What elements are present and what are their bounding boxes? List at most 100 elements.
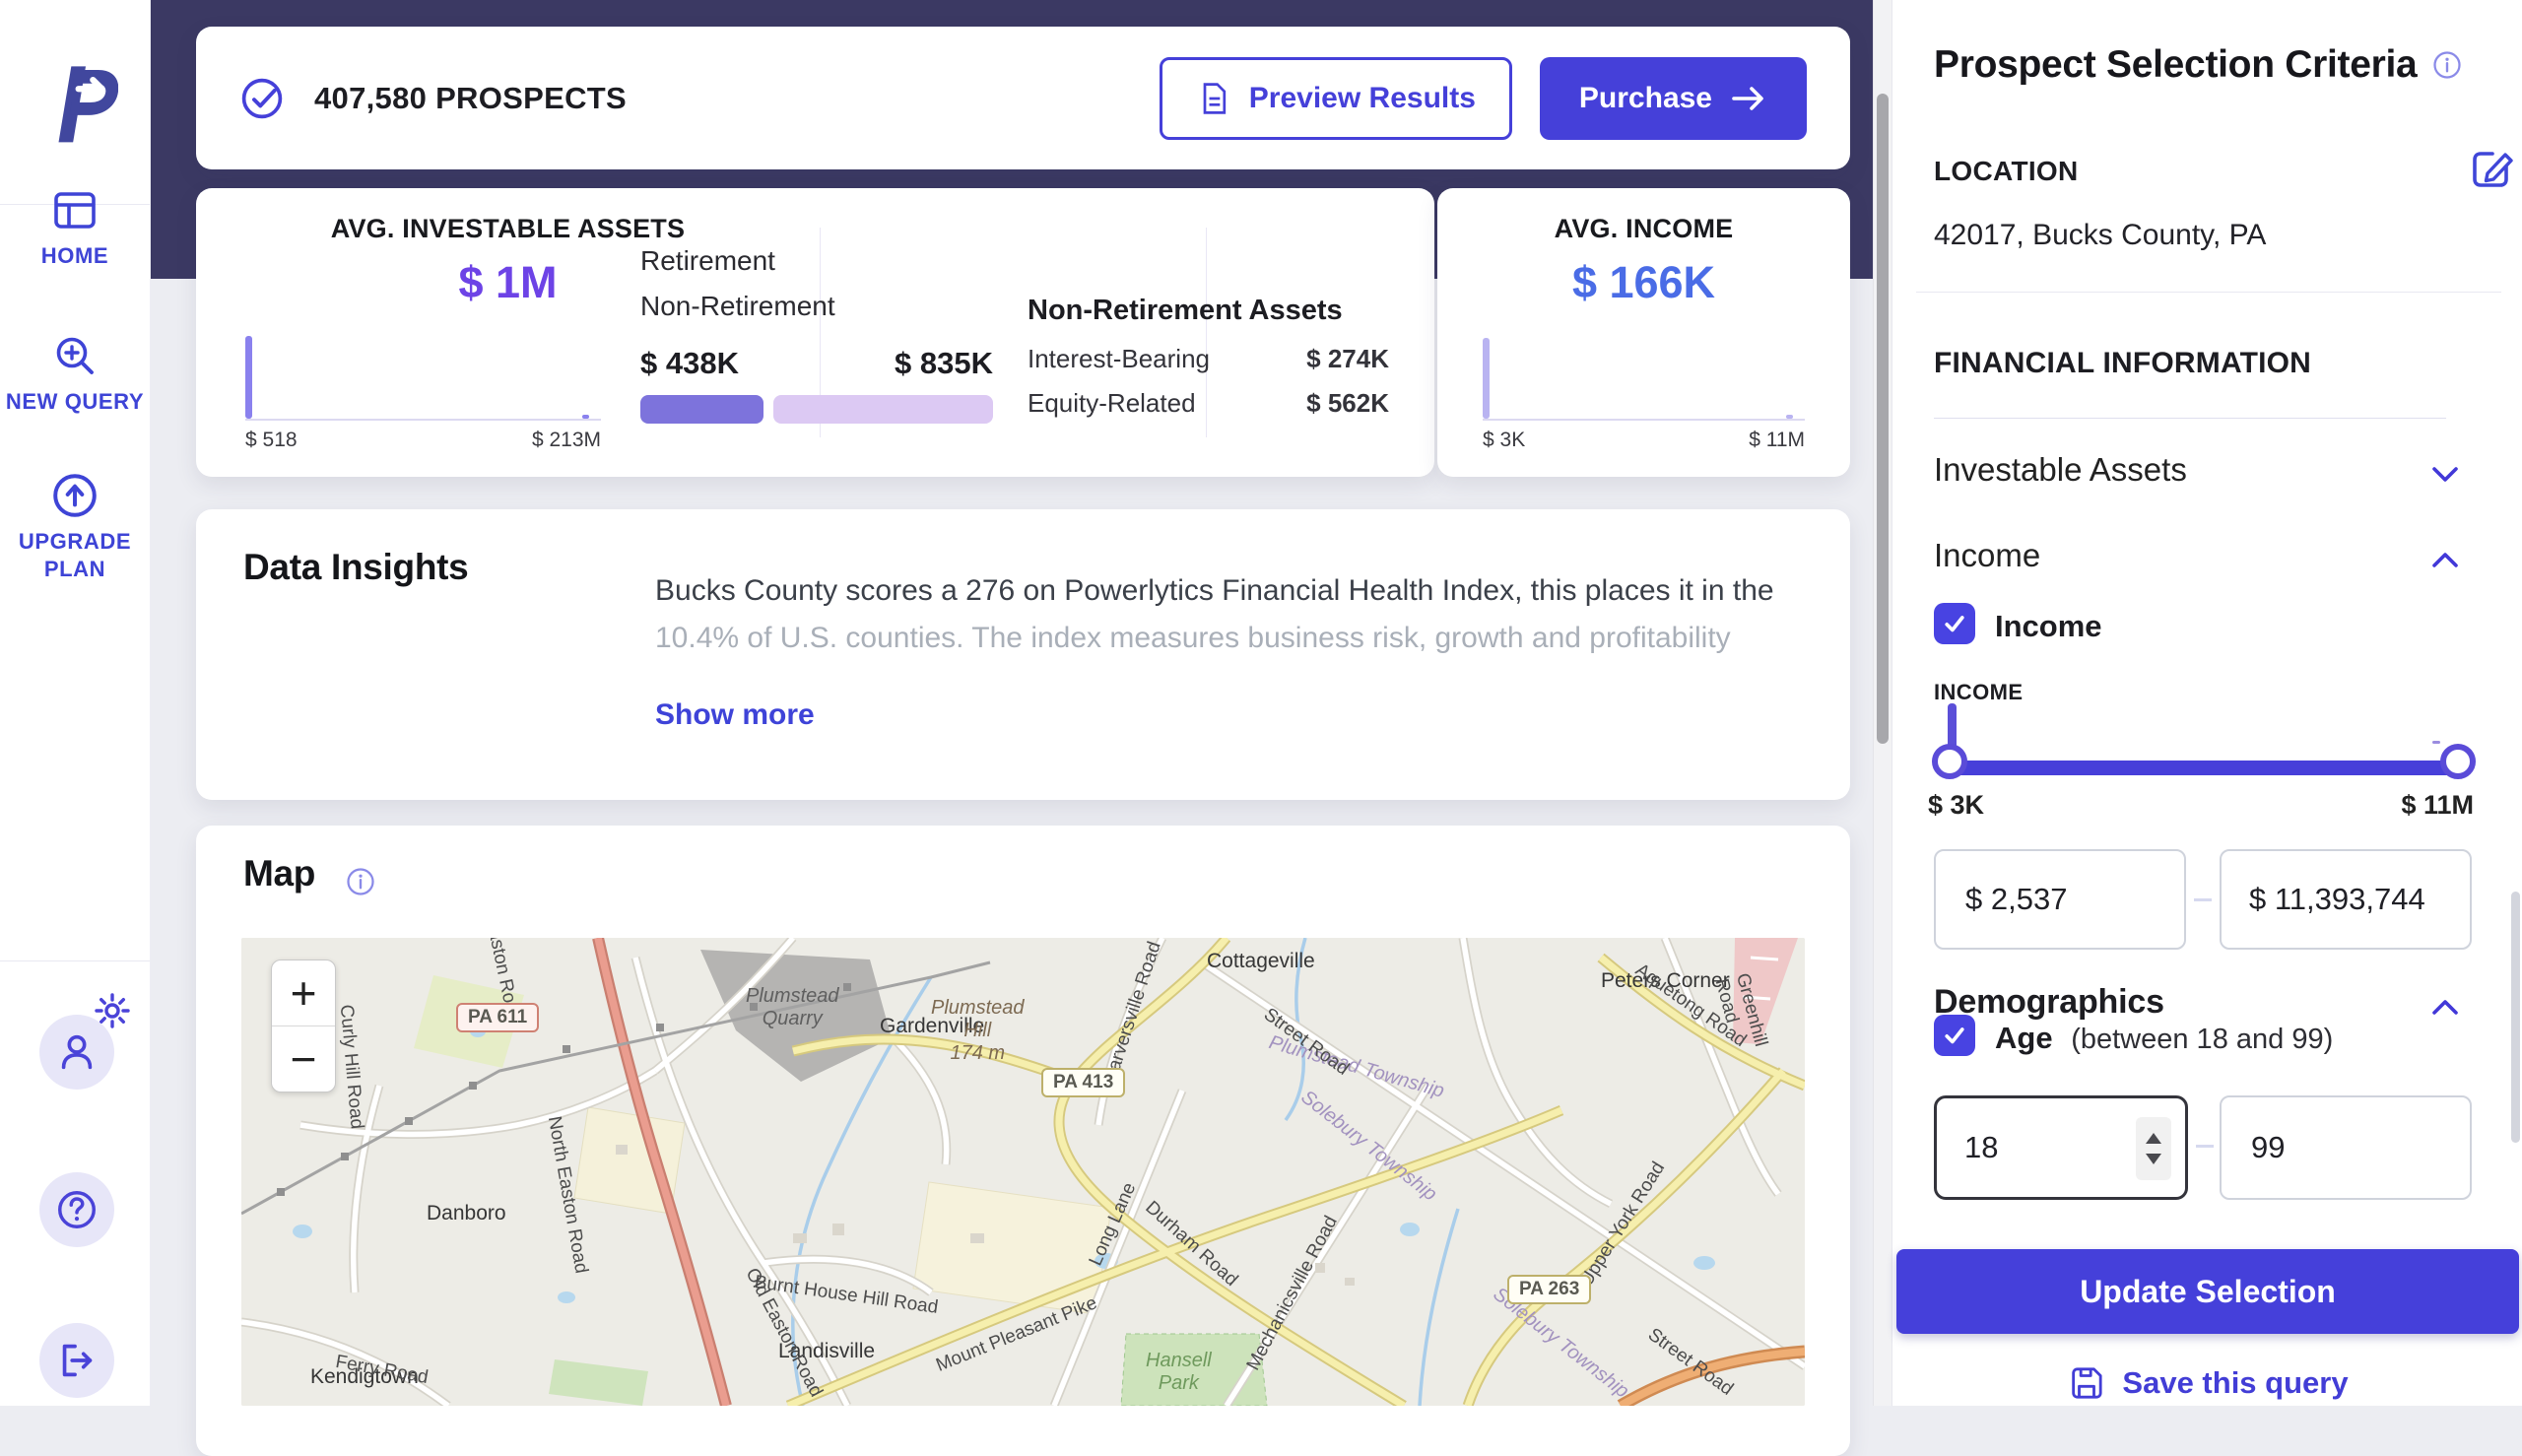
map-canvas[interactable]: Cottageville Peters Corner Gardenville D… xyxy=(241,938,1805,1406)
nonretirement-label: Non-Retirement xyxy=(640,291,835,321)
sidebar-item-label: HOME xyxy=(40,243,109,268)
settings-gear-icon[interactable] xyxy=(93,991,132,1030)
income-max-inputbox xyxy=(2220,849,2472,950)
age-stepper[interactable] xyxy=(2136,1117,2171,1180)
divider xyxy=(1916,292,2501,293)
check-icon xyxy=(1945,616,1964,632)
range-min: $ 3K xyxy=(1483,429,1526,451)
profile-avatar[interactable] xyxy=(39,1015,114,1090)
save-query-label: Save this query xyxy=(2122,1365,2349,1400)
info-icon[interactable] xyxy=(2432,50,2462,80)
save-query-button[interactable]: Save this query xyxy=(1892,1363,2522,1403)
chevron-up-icon[interactable] xyxy=(2430,997,2460,1017)
logout-button[interactable] xyxy=(39,1323,114,1398)
map-label-poi: Hansell Park xyxy=(1146,1350,1212,1394)
insights-line1: Bucks County scores a 276 on Powerlytics… xyxy=(655,574,1774,607)
income-slider-track[interactable] xyxy=(1950,761,2458,775)
show-more-link[interactable]: Show more xyxy=(655,698,815,731)
question-icon xyxy=(58,1191,96,1228)
age-label: Age xyxy=(1995,1021,2053,1055)
route-badge-pa263: PA 263 xyxy=(1507,1275,1592,1304)
divider xyxy=(1934,418,2446,419)
range-min: $ 518 xyxy=(245,429,298,451)
income-slider-label: INCOME xyxy=(1934,680,2024,704)
scrollbar-thumb[interactable] xyxy=(1877,94,1889,744)
slider-distribution-tick xyxy=(1948,703,1957,749)
sidebar-item-label-2: PLAN xyxy=(43,557,106,581)
age-max-inputbox xyxy=(2220,1095,2472,1200)
income-slider-handle-min[interactable] xyxy=(1932,744,1967,779)
avg-income-value: $ 166K xyxy=(1571,257,1716,307)
update-selection-button[interactable]: Update Selection xyxy=(1896,1249,2519,1334)
range-max: $ 11M xyxy=(1749,429,1805,451)
income-section-row[interactable]: Income xyxy=(1934,537,2041,573)
app-logo[interactable] xyxy=(0,0,150,205)
age-max-input[interactable] xyxy=(2249,1129,2430,1166)
slider-max-label: $ 11M xyxy=(2401,790,2474,820)
preview-results-label: Preview Results xyxy=(1248,81,1476,114)
sidebar-divider xyxy=(0,960,150,961)
income-slider-handle-max[interactable] xyxy=(2440,744,2476,779)
avg-investable-assets-value: $ 1M xyxy=(458,257,558,307)
retirement-value: $ 438K xyxy=(640,346,739,380)
chart-bar xyxy=(1483,338,1490,419)
help-button[interactable] xyxy=(39,1172,114,1247)
avg-investable-assets-title: AVG. INVESTABLE ASSETS xyxy=(330,214,686,243)
chart-bar xyxy=(245,336,252,419)
edit-location-icon[interactable] xyxy=(2467,144,2514,191)
chart-bar-end xyxy=(1786,415,1793,419)
investable-assets-row[interactable]: Investable Assets xyxy=(1934,451,2187,488)
income-checkbox-label: Income xyxy=(1995,609,2102,643)
income-distribution-chart xyxy=(1483,336,1805,421)
chevron-up-icon[interactable] xyxy=(2430,550,2460,569)
range-dash xyxy=(2196,1145,2214,1148)
map-label-road: Mount Pleasant Pike xyxy=(933,1292,1100,1376)
income-checkbox[interactable] xyxy=(1934,603,1975,644)
chevron-down-icon[interactable] xyxy=(2430,465,2460,485)
sidebar-item-new-query[interactable]: NEW QUERY xyxy=(0,333,150,416)
map-zoom-in-button[interactable]: + xyxy=(272,960,335,1026)
nra-row-label: Interest-Bearing xyxy=(1028,344,1210,373)
sidebar: HOME NEW QUERY UPGRADE PLAN xyxy=(0,0,151,1406)
demographics-heading[interactable]: Demographics xyxy=(1934,983,2164,1021)
map-label-road: Burnt House Hill Road xyxy=(753,1272,940,1318)
slider-min-label: $ 3K xyxy=(1928,790,1985,820)
map-label-road: Aquetong Road xyxy=(1631,960,1751,1052)
prospect-count: 407,580 PROSPECTS xyxy=(314,80,627,115)
route-badge-pa413: PA 413 xyxy=(1041,1068,1126,1097)
map-label-road: Greenhill Road xyxy=(1710,970,1771,1049)
investable-distribution-chart xyxy=(245,336,601,421)
map-label-poi: Plumstead Quarry xyxy=(746,985,839,1029)
stepper-down-icon[interactable] xyxy=(2146,1154,2161,1164)
avg-income-card: AVG. INCOME $ 166K $ 3K $ 11M xyxy=(1437,188,1850,477)
nra-row-value: $ 274K xyxy=(1306,344,1389,373)
map-label-poi: Plumstead Hill 174 m xyxy=(931,997,1025,1064)
purchase-button[interactable]: Purchase xyxy=(1539,56,1807,140)
map-zoom-out-button[interactable]: − xyxy=(290,1033,317,1085)
info-icon[interactable] xyxy=(346,867,375,896)
map-label-town: Cottageville xyxy=(1207,950,1315,972)
map-zoom-control: + − xyxy=(271,960,336,1092)
purchase-label: Purchase xyxy=(1578,81,1712,114)
divider xyxy=(1206,228,1207,437)
location-label: LOCATION xyxy=(1934,156,2079,186)
sidebar-item-upgrade-plan[interactable]: UPGRADE PLAN xyxy=(0,471,150,583)
map-labels: Cottageville Peters Corner Gardenville D… xyxy=(241,938,1805,1406)
chart-bar-end xyxy=(582,415,589,419)
preview-results-button[interactable]: Preview Results xyxy=(1159,56,1512,140)
stepper-up-icon[interactable] xyxy=(2146,1133,2161,1144)
age-checkbox[interactable] xyxy=(1934,1015,1975,1056)
income-max-input[interactable] xyxy=(2247,881,2458,918)
assets-stats-card: AVG. INVESTABLE ASSETS $ 1M $ 518 $ 213M… xyxy=(196,188,1434,477)
main-scrollbar xyxy=(1873,0,1892,1406)
check-circle-icon xyxy=(241,78,283,118)
map-label-township: Plumstead Township xyxy=(1266,1031,1447,1102)
sidebar-item-home[interactable]: HOME xyxy=(0,187,150,270)
map-title: Map xyxy=(243,853,316,893)
map-label-road: Mechanicsville Road xyxy=(1242,1212,1342,1374)
age-min-input[interactable] xyxy=(1962,1129,2104,1166)
panel-scrollbar-thumb[interactable] xyxy=(2511,892,2520,1143)
map-label-road: North Easton Road xyxy=(543,1114,592,1276)
income-min-input[interactable] xyxy=(1963,881,2164,918)
document-icon xyxy=(1203,82,1226,114)
